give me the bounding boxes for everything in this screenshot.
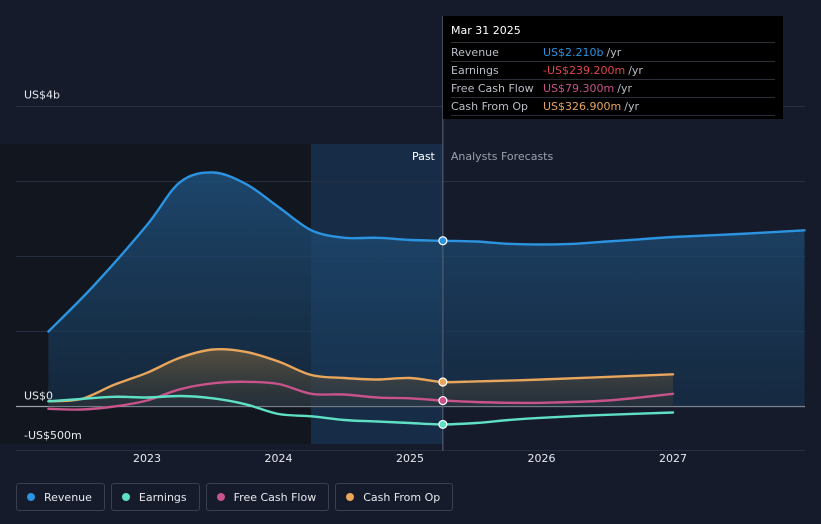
tooltip-label: Revenue [451,46,499,59]
tooltip-value: US$326.900m [543,100,622,113]
legend-dot-icon [121,493,130,501]
tooltip-date: Mar 31 2025 [451,22,775,43]
tooltip-unit: /yr [617,82,632,95]
area-cash-from-op [48,349,673,407]
tooltip-value: -US$239.200m [543,64,626,77]
legend-dot-icon [346,493,355,501]
past-label: Past [412,150,436,163]
legend-item-free-cash-flow[interactable]: Free Cash Flow [205,483,330,511]
tooltip-unit: /yr [606,46,622,59]
x-tick-label: 2027 [659,452,687,465]
tooltip-row-revenue: Revenue US$2.210b /yr [451,44,775,62]
legend-item-revenue[interactable]: Revenue [16,483,105,511]
x-tick-label: 2025 [396,452,424,465]
series-fills [48,172,805,407]
y-axis-labels: US$4b US$0 -US$500m [24,89,82,443]
tooltip-value: US$2.210b [543,46,604,59]
marker-revenue [438,236,448,246]
legend-item-cash-from-op[interactable]: Cash From Op [335,483,454,511]
series-line-revenue [47,171,806,333]
marker-earnings [438,419,448,430]
tooltip: Mar 31 2025 Revenue US$2.210b /yr Earnin… [443,16,783,119]
highlight-markers [438,236,448,430]
tooltip-row-free-cash-flow: Free Cash Flow US$79.300m /yr [451,80,775,98]
legend-item-earnings[interactable]: Earnings [110,483,200,511]
x-tick-label: 2024 [265,452,293,465]
marker-free-cash-flow [438,395,448,406]
x-axis-labels: 2023 2024 2025 2026 2027 [133,452,687,465]
legend-label: Cash From Op [363,490,441,504]
tooltip-label: Cash From Op [451,100,529,113]
series-line-free-cash-flow [47,380,675,411]
tooltip-label: Earnings [451,64,499,77]
x-tick-label: 2023 [133,452,161,465]
tooltip-value: US$79.300m [543,82,615,95]
legend: Revenue Earnings Free Cash Flow Cash Fro… [16,483,454,511]
tooltip-row-earnings: Earnings -US$239.200m /yr [451,62,775,80]
legend-label: Free Cash Flow [233,490,317,504]
x-tick-label: 2026 [528,452,556,465]
legend-dot-icon [27,493,35,501]
series-lines [47,171,806,426]
area-revenue [48,172,805,407]
series-line-earnings [47,394,675,426]
y-tick-label: US$0 [24,390,53,403]
legend-dot-icon [216,493,225,501]
tooltip-unit: /yr [624,100,639,113]
tooltip-row-cash-from-op: Cash From Op US$326.900m /yr [451,98,775,116]
series-line-cash-from-op [47,347,675,403]
marker-cash-from-op [438,377,448,387]
tooltip-label: Free Cash Flow [451,82,534,95]
legend-label: Earnings [138,490,187,504]
forecast-label: Analysts Forecasts [451,150,554,163]
y-tick-label: US$4b [24,89,60,102]
y-tick-label: -US$500m [24,429,82,442]
tooltip-unit: /yr [628,64,643,77]
legend-label: Revenue [44,490,92,504]
